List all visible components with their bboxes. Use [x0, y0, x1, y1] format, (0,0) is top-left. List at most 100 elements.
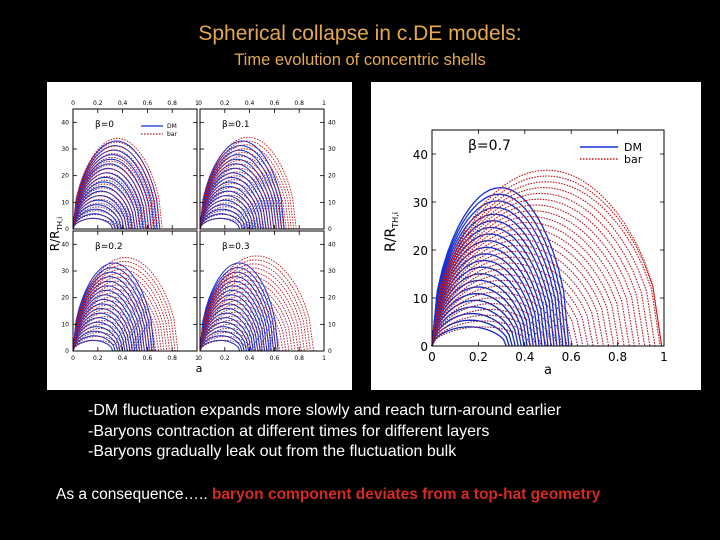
- x-tick-label: 0: [198, 355, 202, 362]
- shell-trajectory: [199, 144, 292, 230]
- shell-trajectory: [199, 330, 245, 352]
- shell-trajectory: [199, 198, 257, 230]
- y-tick-label: 0: [328, 348, 332, 355]
- shell-trajectory: [199, 167, 277, 230]
- x-tick-label: 0.8: [294, 355, 304, 362]
- shell-trajectory: [72, 176, 139, 230]
- shell-trajectory: [431, 186, 570, 347]
- shell-trajectory: [431, 198, 646, 347]
- shell-trajectory: [199, 140, 295, 230]
- shell-trajectory: [431, 262, 589, 347]
- shell-trajectory: [72, 187, 134, 230]
- shell-trajectory: [199, 311, 272, 352]
- x-tick-label: 0.2: [220, 100, 230, 107]
- conclusion-highlight: baryon component deviates from a top-hat…: [211, 486, 601, 503]
- shell-trajectory: [199, 319, 265, 352]
- shell-trajectory: [199, 152, 287, 230]
- y-tick-label: 40: [413, 148, 428, 162]
- shell-trajectory: [431, 259, 537, 347]
- shell-trajectory: [431, 206, 561, 347]
- shell-trajectory: [431, 303, 553, 347]
- y-tick-label: 10: [61, 321, 69, 328]
- y-tick-label: 30: [413, 196, 428, 210]
- shell-trajectory: [199, 210, 250, 230]
- shell-trajectory: [72, 175, 141, 230]
- shell-trajectory: [199, 298, 261, 352]
- beta-label: β=0.3: [222, 242, 250, 252]
- slide-subtitle: Time evolution of concentric shells: [234, 51, 486, 69]
- x-tick-label: 0.2: [220, 355, 230, 362]
- y-tick-label: 20: [328, 295, 336, 302]
- shell-trajectory: [72, 204, 122, 230]
- shell-trajectory: [199, 271, 302, 352]
- shell-trajectory: [72, 164, 148, 230]
- shell-trajectory: [72, 268, 171, 352]
- shell-trajectory: [431, 227, 620, 347]
- x-tick-label: 0.2: [93, 100, 103, 107]
- shell-trajectory: [431, 175, 663, 347]
- y-tick-label: 0: [65, 348, 69, 355]
- x-tick-label: 0.8: [294, 100, 304, 107]
- shell-trajectory: [72, 335, 116, 352]
- shell-trajectory: [72, 181, 136, 230]
- shell-trajectory: [199, 299, 281, 352]
- x-tick-label: 0.6: [270, 355, 280, 362]
- shell-trajectory: [199, 259, 311, 352]
- shell-trajectory: [431, 291, 563, 347]
- x-tick-label: 1: [660, 350, 668, 364]
- x-tick-label: 0.2: [93, 355, 103, 362]
- shell-trajectory: [199, 279, 296, 352]
- shell-trajectory: [431, 233, 615, 347]
- shell-trajectory: [199, 175, 272, 230]
- shell-trajectory: [72, 214, 118, 230]
- shell-trajectory: [431, 226, 552, 347]
- y-axis-label: R/RTH,i: [383, 212, 400, 252]
- beta-label: β=0: [95, 120, 114, 130]
- x-tick-label: 1: [195, 355, 199, 362]
- x-tick-label: 1: [322, 100, 326, 107]
- shell-trajectory: [199, 214, 248, 230]
- conclusion-lead: As a consequence…..: [56, 486, 208, 503]
- x-tick-label: 0.6: [562, 350, 581, 364]
- slide-title: Spherical collapse in c.DE models:: [198, 22, 522, 45]
- shell-trajectory: [431, 285, 568, 347]
- shell-trajectory: [199, 321, 250, 352]
- shell-trajectory: [199, 339, 241, 352]
- y-tick-label: 0: [328, 226, 332, 233]
- y-tick-label: 20: [61, 295, 69, 302]
- shell-trajectory: [431, 215, 630, 347]
- y-tick-label: 30: [61, 146, 69, 153]
- shell-trajectory: [199, 148, 290, 230]
- shell-trajectory: [199, 307, 275, 352]
- legend-bar-label: bar: [167, 131, 177, 138]
- shell-trajectory: [199, 179, 270, 230]
- shell-trajectory: [199, 176, 264, 230]
- shell-trajectory: [431, 250, 599, 347]
- plot-frame: [72, 108, 198, 230]
- shell-trajectory: [431, 314, 543, 347]
- x-tick-label: 0.4: [118, 100, 128, 107]
- y-tick-label: 20: [61, 173, 69, 180]
- shell-trajectory: [72, 168, 145, 230]
- shell-trajectory: [72, 208, 119, 230]
- shell-trajectory: [72, 300, 148, 352]
- shell-trajectory: [199, 283, 293, 352]
- shell-trajectory: [199, 159, 282, 230]
- shell-trajectory: [72, 272, 168, 352]
- y-axis-label: R/RTH,i: [48, 217, 64, 251]
- shell-trajectory: [431, 299, 519, 347]
- beta-label: β=0.1: [222, 120, 250, 130]
- shell-trajectory: [72, 292, 154, 352]
- shell-trajectory: [72, 316, 137, 352]
- shell-trajectory: [431, 204, 641, 347]
- shell-trajectory: [431, 246, 543, 347]
- x-tick-label: 0.2: [469, 350, 488, 364]
- shell-trajectory: [199, 263, 308, 352]
- shell-trajectory: [199, 206, 253, 230]
- x-tick-label: 0.6: [143, 100, 153, 107]
- legend-dm-label: DM: [167, 123, 177, 130]
- shell-trajectory: [72, 156, 152, 230]
- shell-trajectory: [431, 320, 537, 347]
